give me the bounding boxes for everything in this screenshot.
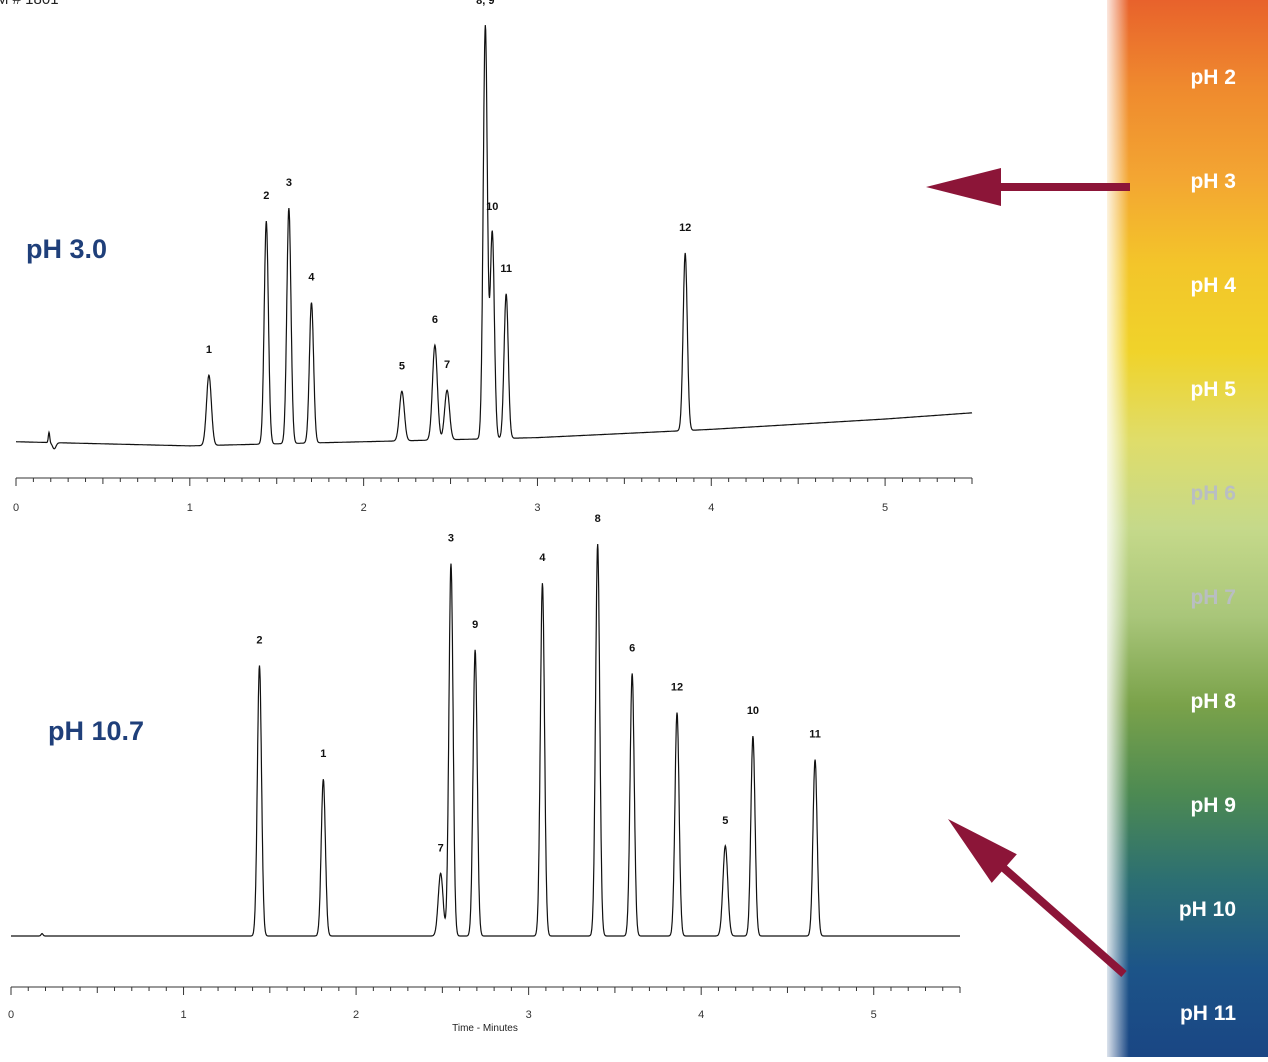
- x-tick-label: 0: [8, 1009, 14, 1021]
- peak-label: 11: [500, 263, 512, 275]
- x-tick-label: 4: [698, 1009, 704, 1021]
- ph-scale-label: pH 8: [1190, 690, 1236, 713]
- peak-label: 11: [809, 729, 821, 741]
- peak-label: 8, 9: [476, 0, 494, 7]
- peak-label: 12: [679, 222, 691, 234]
- ph-scale-label: pH 7: [1190, 586, 1236, 609]
- peak-label: 9: [472, 619, 478, 631]
- peak-label: 6: [629, 642, 635, 654]
- peak-label: 2: [263, 190, 269, 202]
- x-tick-label: 3: [534, 502, 540, 514]
- x-axis-title: Time - Minutes: [452, 1023, 518, 1034]
- ph-scale-label: pH 5: [1190, 378, 1236, 401]
- x-tick-label: 0: [13, 502, 19, 514]
- ph-scale-label: pH 9: [1190, 794, 1236, 817]
- peak-label: 4: [539, 552, 546, 564]
- x-tick-label: 5: [871, 1009, 877, 1021]
- chromatogram-trace: [16, 25, 973, 450]
- peak-label: 1: [320, 748, 326, 760]
- x-tick-label: 2: [353, 1009, 359, 1021]
- ph-scale-label: pH 4: [1190, 274, 1236, 297]
- peak-label: 5: [399, 360, 405, 372]
- peak-label: 1: [206, 344, 212, 356]
- peak-label: 5: [722, 815, 728, 827]
- arrow-to-ph10-panel: [948, 819, 1127, 978]
- method-id-label: M # 1801: [0, 0, 59, 8]
- x-tick-label: 1: [187, 502, 193, 514]
- peak-label: 10: [486, 201, 498, 213]
- ph-scale-label: pH 11: [1180, 1002, 1236, 1025]
- x-tick-label: 1: [180, 1009, 186, 1021]
- arrow-to-ph3-panel: [926, 168, 1130, 206]
- arrow-shaft: [1000, 864, 1127, 978]
- peak-label: 12: [671, 682, 683, 694]
- ph-scale-label: pH 10: [1179, 898, 1236, 921]
- peak-label: 2: [256, 635, 262, 647]
- peak-label: 7: [444, 359, 450, 371]
- peak-label: 3: [286, 177, 292, 189]
- ph-scale-label: pH 6: [1190, 482, 1236, 505]
- peak-label: 6: [432, 314, 438, 326]
- ph-bar-soft-edge: [1103, 0, 1129, 1057]
- ph-arrows: [926, 168, 1130, 978]
- x-tick-label: 4: [708, 502, 714, 514]
- peak-label: 3: [448, 533, 454, 545]
- arrow-head: [926, 168, 1001, 206]
- peak-label: 10: [747, 705, 759, 717]
- condition-label: pH 3.0: [26, 234, 107, 264]
- condition-label: pH 10.7: [48, 716, 144, 746]
- ph-gradient-bar: [1107, 0, 1268, 1057]
- ph-scale-label: pH 3: [1190, 170, 1236, 193]
- arrow-head: [948, 819, 1017, 883]
- peak-label: 8: [595, 513, 601, 525]
- chromatogram-trace: [11, 543, 960, 937]
- x-tick-label: 2: [361, 502, 367, 514]
- peak-label: 4: [308, 272, 315, 284]
- peak-label: 7: [438, 842, 444, 854]
- x-tick-label: 3: [526, 1009, 532, 1021]
- ph-scale-bar: pH 2 pH 3 pH 4 pH 5 pH 6 pH 7 pH 8 pH 9 pH 10 pH …: [1103, 0, 1268, 1057]
- x-tick-label: 5: [882, 502, 888, 514]
- ph-scale-label: pH 2: [1190, 66, 1236, 89]
